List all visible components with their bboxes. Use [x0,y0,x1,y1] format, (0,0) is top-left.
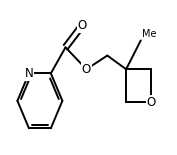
Text: Me: Me [142,29,156,39]
Text: O: O [82,63,91,76]
Text: O: O [147,96,156,109]
Text: N: N [25,67,33,80]
Text: O: O [78,19,87,32]
